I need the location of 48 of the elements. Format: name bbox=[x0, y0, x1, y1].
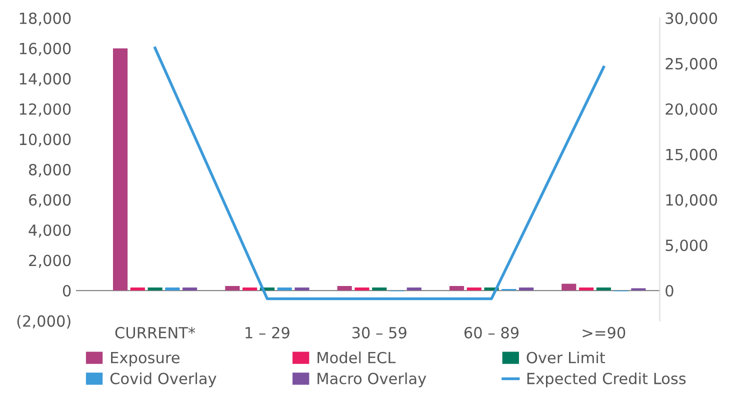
x-tick-label: 30 – 59 bbox=[352, 326, 406, 338]
x-tick-label: CURRENT* bbox=[115, 326, 196, 338]
bar bbox=[130, 287, 145, 291]
y-tick-label: 2,000 bbox=[29, 254, 71, 268]
bar bbox=[277, 287, 292, 291]
y2-tick-label: 5,000 bbox=[666, 240, 708, 253]
bar bbox=[578, 287, 594, 291]
bar bbox=[406, 287, 422, 291]
y-tick-label: 0 bbox=[62, 284, 71, 297]
bar bbox=[294, 287, 310, 291]
bar bbox=[449, 286, 464, 291]
y-tick-label: 12,000 bbox=[20, 103, 71, 116]
legend-label: Model ECL bbox=[318, 352, 396, 364]
legend-label: Exposure bbox=[111, 352, 180, 366]
y2-tick-label: 15,000 bbox=[666, 148, 718, 162]
bar bbox=[148, 287, 162, 291]
bar bbox=[562, 284, 576, 291]
y2-tick-label: 20,000 bbox=[666, 103, 718, 116]
bar bbox=[112, 48, 128, 291]
x-tick-label: 1 – 29 bbox=[246, 326, 290, 338]
y-tick-label: (2,000) bbox=[17, 315, 70, 329]
y2-tick-label: 10,000 bbox=[666, 194, 718, 208]
legend-label: Expected Credit Loss bbox=[527, 372, 686, 388]
y-tick-label: 18,000 bbox=[20, 12, 71, 26]
y-tick-label: 14,000 bbox=[20, 73, 71, 86]
bar bbox=[165, 287, 180, 291]
x-tick-label: 60 – 89 bbox=[464, 326, 519, 338]
y2-tick-label: 30,000 bbox=[666, 12, 718, 26]
legend-label: Over Limit bbox=[526, 352, 606, 364]
legend-label: Covid Overlay bbox=[110, 372, 216, 388]
y-tick-label: 8,000 bbox=[28, 164, 71, 178]
bar bbox=[518, 287, 534, 291]
y-tick-label: 6,000 bbox=[29, 194, 71, 208]
bar bbox=[596, 287, 611, 291]
y2-tick-label: 25,000 bbox=[666, 58, 718, 72]
y-tick-label: 4,000 bbox=[28, 224, 71, 238]
bar bbox=[242, 287, 258, 291]
bar bbox=[354, 287, 370, 291]
x-tick-label: >=90 bbox=[582, 326, 626, 338]
y2-tick-label: 0 bbox=[666, 284, 674, 297]
bar bbox=[372, 287, 387, 291]
bar bbox=[337, 286, 352, 291]
bar bbox=[225, 286, 240, 291]
bar bbox=[182, 287, 198, 291]
bar bbox=[466, 287, 482, 291]
legend-label: Macro Overlay bbox=[318, 372, 426, 388]
y-tick-label: 16,000 bbox=[20, 42, 71, 56]
y-tick-label: 10,000 bbox=[20, 134, 71, 147]
